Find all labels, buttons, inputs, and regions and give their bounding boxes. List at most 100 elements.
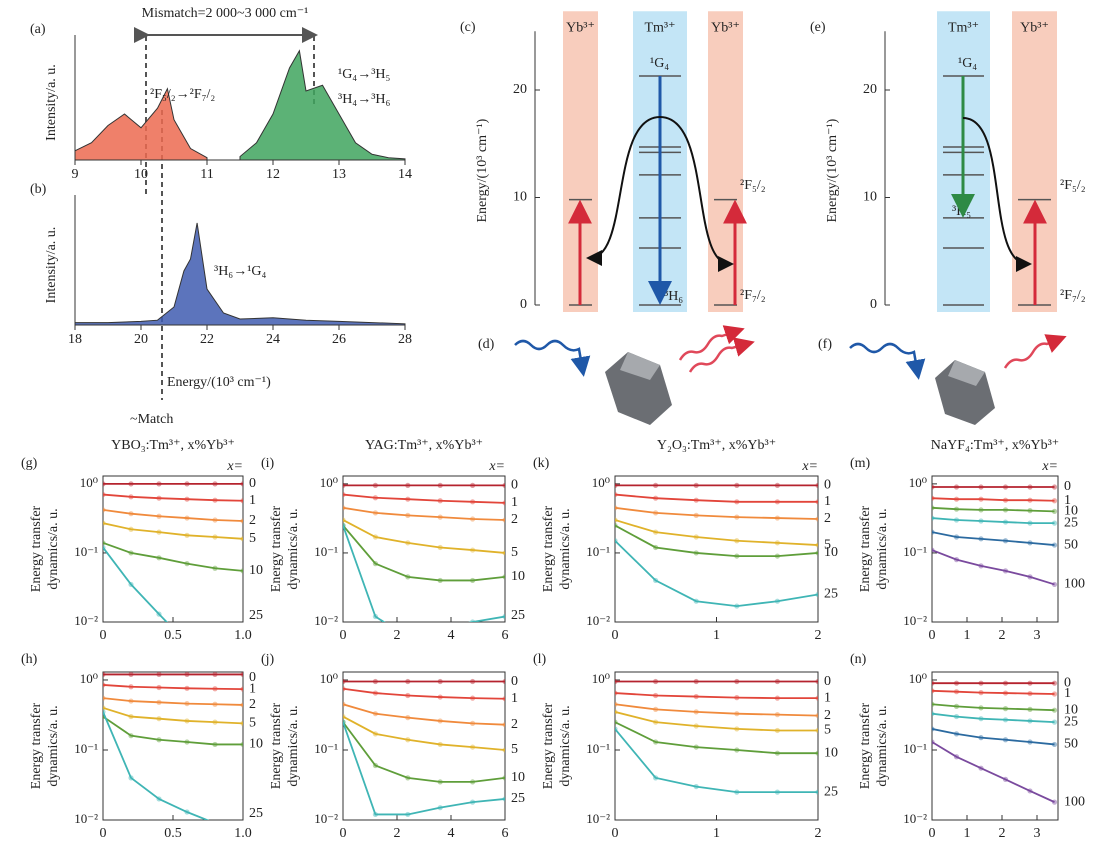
y-tick-label: 0 [520, 297, 527, 312]
plot-frame [342, 475, 506, 623]
panel-label: (g) [21, 456, 38, 471]
y-axis-label: Energy transfer [858, 702, 873, 789]
panel-label: (k) [533, 456, 550, 471]
annotation: ³H₄→³H₆ [338, 92, 390, 107]
x-tick-label: 0 [100, 826, 107, 841]
y-tick-label: 10⁰ [909, 671, 927, 686]
series-group [932, 484, 1058, 588]
panel-label: (l) [533, 652, 547, 667]
series-label: 10 [1064, 702, 1078, 717]
x-tick-label: 14 [398, 167, 412, 182]
y-tick-label: 10⁻² [314, 613, 338, 628]
x-tick-label: 1 [713, 628, 720, 643]
series-label: 0 [824, 478, 831, 493]
fit-line [932, 741, 1055, 803]
transfer-arrow [659, 116, 734, 272]
level-label: ²F₇/₂ [1060, 288, 1086, 303]
y-axis-label: dynamics/a. u. [558, 705, 573, 786]
series-label: 10 [824, 545, 838, 560]
y-tick-label: 10 [513, 190, 527, 205]
fit-line [343, 721, 505, 783]
panel-label: (f) [818, 337, 832, 352]
fit-line [103, 522, 243, 540]
series-label: 5 [824, 723, 831, 738]
spectrum-area [239, 49, 406, 161]
series-label: 1 [1064, 493, 1071, 508]
series-label: 1 [824, 494, 831, 509]
series-label: 25 [249, 806, 263, 821]
panel-title: Y₂O₃:Tm³⁺, x%Yb³⁺ [657, 438, 776, 453]
plot-frame [102, 671, 244, 821]
x-axis-label: Energy/(10³ cm⁻¹) [167, 375, 271, 390]
x-tick-label: 1 [713, 826, 720, 841]
y-axis-label: dynamics/a. u. [875, 508, 890, 589]
y-tick-label: 10⁻² [903, 613, 927, 628]
y-tick-label: 10⁻¹ [74, 544, 98, 559]
series-label: ¹G₄→³H₅ [338, 67, 390, 82]
legend-title: x= [1041, 459, 1058, 474]
y-axis-label: dynamics/a. u. [286, 705, 301, 786]
series-label: 5 [249, 716, 256, 731]
plot-frame [931, 475, 1059, 623]
y-tick-label: 10⁻¹ [903, 544, 927, 559]
fit-line [615, 703, 818, 717]
panel-label: (a) [30, 22, 46, 37]
y-tick-label: 10⁻² [314, 811, 338, 826]
annotation: Mismatch=2 000~3 000 cm⁻¹ [142, 6, 309, 21]
series-label: 0 [1064, 479, 1071, 494]
panel-title: NaYF₄:Tm³⁺, x%Yb³⁺ [931, 438, 1059, 453]
x-tick-label: 0 [612, 826, 619, 841]
x-tick-label: 13 [332, 167, 346, 182]
series-label: 1 [249, 493, 256, 508]
x-tick-label: 2 [999, 628, 1006, 643]
x-tick-label: 2 [815, 628, 822, 643]
series-group [615, 482, 818, 609]
y-tick-label: 10⁰ [320, 671, 338, 686]
x-tick-label: 9 [72, 167, 79, 182]
y-axis-label: Energy transfer [29, 702, 44, 789]
series-label: 10 [511, 569, 525, 584]
series-label: ²F₅/₂→²F₇/₂ [150, 87, 215, 102]
data-point [405, 635, 410, 640]
series-label: 25 [824, 587, 838, 602]
fit-line [103, 493, 243, 502]
plot-frame [931, 671, 1059, 821]
fit-line [615, 524, 818, 557]
y-axis-label: Energy/(10³ cm⁻¹) [825, 118, 840, 222]
data-point [438, 626, 443, 631]
y-axis-label: dynamics/a. u. [875, 705, 890, 786]
x-tick-label: 2 [394, 826, 401, 841]
x-tick-label: 26 [332, 332, 346, 347]
y-axis-label: Intensity/a. u. [44, 227, 59, 304]
series-label: 2 [824, 708, 831, 723]
y-axis-label: Intensity/a. u. [44, 64, 59, 141]
x-tick-label: 4 [448, 826, 455, 841]
panel-label: (b) [30, 182, 47, 197]
panel-label: (j) [261, 652, 275, 667]
data-point [184, 640, 189, 645]
series-group [343, 482, 505, 640]
x-tick-label: 0.5 [164, 628, 182, 643]
y-tick-label: 10⁰ [80, 671, 98, 686]
x-tick-label: 1 [964, 628, 971, 643]
series-group [343, 678, 505, 818]
data-point [212, 821, 217, 826]
x-tick-label: 0 [340, 826, 347, 841]
series-label: 25 [249, 608, 263, 623]
fit-line [343, 525, 505, 622]
y-axis-label: Energy transfer [269, 702, 284, 789]
fit-line [615, 540, 818, 607]
series-label: 0 [1064, 675, 1071, 690]
series-label: 10 [511, 770, 525, 785]
series-label: 1 [824, 690, 831, 705]
transfer-arrow [586, 116, 661, 266]
series-label: 2 [249, 697, 256, 712]
series-label: 10 [249, 737, 263, 752]
fit-line [615, 519, 818, 546]
x-tick-label: 10 [134, 167, 148, 182]
fit-line [103, 684, 243, 691]
y-tick-label: 10⁻¹ [586, 544, 610, 559]
excitation-arrow [514, 339, 591, 377]
spectrum-area [74, 222, 406, 326]
series-label: 2 [824, 511, 831, 526]
